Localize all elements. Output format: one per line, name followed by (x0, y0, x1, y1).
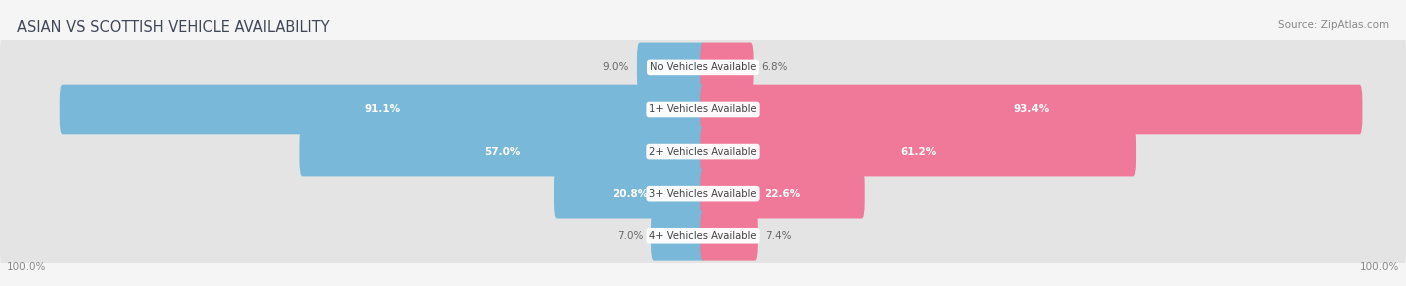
Text: Source: ZipAtlas.com: Source: ZipAtlas.com (1278, 20, 1389, 30)
Text: 20.8%: 20.8% (612, 189, 648, 199)
FancyBboxPatch shape (0, 202, 1406, 270)
FancyBboxPatch shape (0, 160, 1406, 228)
FancyBboxPatch shape (554, 169, 706, 219)
FancyBboxPatch shape (700, 127, 1136, 176)
FancyBboxPatch shape (0, 76, 1406, 144)
Text: ASIAN VS SCOTTISH VEHICLE AVAILABILITY: ASIAN VS SCOTTISH VEHICLE AVAILABILITY (17, 20, 329, 35)
Text: 57.0%: 57.0% (485, 147, 520, 156)
FancyBboxPatch shape (0, 118, 1406, 186)
Text: No Vehicles Available: No Vehicles Available (650, 62, 756, 72)
Text: 1+ Vehicles Available: 1+ Vehicles Available (650, 104, 756, 114)
Text: 7.4%: 7.4% (765, 231, 792, 241)
Text: 6.8%: 6.8% (762, 62, 787, 72)
FancyBboxPatch shape (59, 85, 706, 134)
FancyBboxPatch shape (700, 169, 865, 219)
FancyBboxPatch shape (0, 33, 1406, 102)
Text: 93.4%: 93.4% (1014, 104, 1049, 114)
FancyBboxPatch shape (299, 127, 706, 176)
FancyBboxPatch shape (700, 211, 758, 261)
FancyBboxPatch shape (700, 85, 1362, 134)
Legend: Asian, Scottish: Asian, Scottish (630, 282, 776, 286)
Text: 22.6%: 22.6% (765, 189, 800, 199)
Text: 9.0%: 9.0% (603, 62, 630, 72)
Text: 4+ Vehicles Available: 4+ Vehicles Available (650, 231, 756, 241)
Text: 91.1%: 91.1% (364, 104, 401, 114)
FancyBboxPatch shape (700, 43, 754, 92)
FancyBboxPatch shape (637, 43, 706, 92)
Text: 7.0%: 7.0% (617, 231, 644, 241)
Text: 3+ Vehicles Available: 3+ Vehicles Available (650, 189, 756, 199)
Text: 2+ Vehicles Available: 2+ Vehicles Available (650, 147, 756, 156)
Text: 61.2%: 61.2% (900, 147, 936, 156)
Text: 100.0%: 100.0% (7, 262, 46, 272)
Text: 100.0%: 100.0% (1360, 262, 1399, 272)
FancyBboxPatch shape (651, 211, 706, 261)
